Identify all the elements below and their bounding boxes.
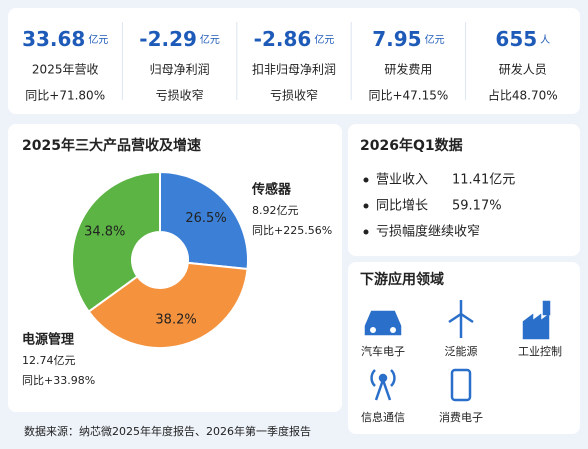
- q1-title: 2026年Q1数据: [360, 137, 463, 154]
- q1-value: 11.41亿元: [452, 173, 515, 188]
- kpi-value: -2.86 亿元: [254, 27, 335, 51]
- segment-growth: 同比+33.98%: [22, 374, 95, 387]
- slice: [71, 170, 161, 314]
- kpi-unit: 亿元: [200, 33, 220, 46]
- slice-label: 38.2%: [155, 312, 196, 327]
- kpi-note: 同比+71.80%: [25, 89, 105, 103]
- kpi-unit: 人: [540, 34, 550, 46]
- kpi-label: 研发人员: [499, 62, 547, 77]
- kpi-note: 占比48.70%: [488, 88, 558, 103]
- q1-panel: [348, 124, 580, 256]
- bullet: [363, 229, 369, 235]
- q1-label: 亏损幅度继续收窄: [376, 224, 480, 240]
- segment-name: 传感器: [251, 182, 292, 198]
- kpi-label: 归母净利润: [150, 63, 210, 77]
- downstream-title: 下游应用领域: [360, 271, 444, 288]
- q1-value: 59.17%: [452, 199, 502, 214]
- segment-revenue: 12.74亿元: [22, 354, 76, 367]
- kpi-value: 655 人: [495, 27, 550, 51]
- kpi-number: 655: [495, 27, 537, 51]
- kpi-number: -2.29: [139, 27, 197, 51]
- chart-title: 2025年三大产品营收及增速: [22, 137, 201, 154]
- q1-label: 同比增长: [376, 199, 428, 214]
- source: 数据来源：纳芯微2025年年度报告、2026年第一季度报告: [24, 424, 311, 438]
- bullet: [363, 177, 369, 183]
- segment-name: 电源管理: [22, 332, 74, 348]
- kpi-label: 扣非归母净利润: [252, 63, 336, 77]
- kpi-number: 33.68: [22, 27, 85, 51]
- segment-growth: 同比+225.56%: [252, 224, 332, 237]
- sector-label: 汽车电子: [361, 344, 405, 358]
- segment-revenue: 8.92亿元: [252, 204, 299, 217]
- slice: [159, 170, 249, 271]
- slice: [87, 261, 249, 349]
- q1-label: 营业收入: [376, 173, 428, 188]
- kpi-value: 33.68 亿元: [22, 27, 108, 51]
- kpi-value: -2.29 亿元: [139, 27, 220, 51]
- kpi-unit: 亿元: [425, 33, 445, 46]
- slice-label: 34.8%: [84, 224, 125, 239]
- bullet: [363, 203, 369, 209]
- kpi-number: 7.95: [372, 27, 421, 51]
- kpi-label: 研发费用: [384, 62, 432, 77]
- kpi-value: 7.95 亿元: [372, 27, 444, 51]
- kpi-number: -2.86: [254, 27, 312, 51]
- downstream-panel: [348, 262, 580, 434]
- kpi-note: 亏损收窄: [156, 88, 204, 103]
- chart-panel: [8, 124, 342, 412]
- sector-label: 泛能源: [445, 344, 478, 358]
- icons: [364, 300, 551, 402]
- sector-label: 消费电子: [439, 410, 483, 424]
- slice-label: 26.5%: [185, 211, 226, 226]
- kpi-panel: [8, 8, 580, 114]
- kpi-note: 亏损收窄: [270, 88, 318, 103]
- kpi-unit: 亿元: [88, 33, 108, 46]
- kpi-note: 同比+47.15%: [368, 89, 448, 103]
- kpi-label: 2025年营收: [32, 63, 99, 77]
- sector-label: 信息通信: [361, 410, 405, 424]
- sector-label: 工业控制: [518, 344, 562, 358]
- kpi-unit: 亿元: [314, 33, 334, 46]
